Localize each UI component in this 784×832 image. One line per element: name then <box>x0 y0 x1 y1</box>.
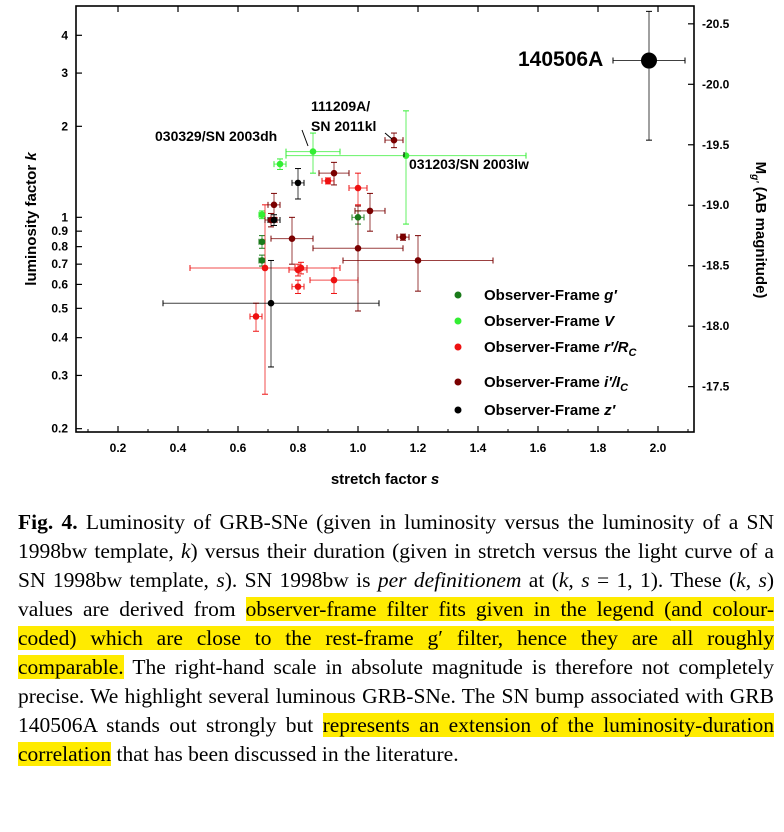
data-point <box>366 207 374 215</box>
annotation-111209a: 111209A/ <box>311 98 370 114</box>
data-point <box>354 184 362 192</box>
data-point <box>399 233 407 241</box>
x-tick-label: 0.2 <box>110 441 127 455</box>
legend-label: Observer-Frame z′ <box>484 402 617 419</box>
point-140506a <box>641 52 657 69</box>
data-point <box>294 179 302 187</box>
data-point <box>258 257 266 264</box>
annotation-031203: 031203/SN 2003lw <box>409 156 529 172</box>
data-point <box>414 257 422 264</box>
y2-tick-label: -18.0 <box>702 319 730 333</box>
data-point <box>354 214 362 221</box>
legend: Observer-Frame g′ Observer-Frame V Observe… <box>454 287 638 419</box>
legend-label: Observer-Frame V <box>484 313 616 330</box>
y-tick-label: 0.3 <box>51 368 68 382</box>
data-point <box>288 235 296 242</box>
y-tick-label: 0.9 <box>51 224 68 238</box>
x-tick-label: 1.0 <box>350 441 367 455</box>
data-point <box>270 216 278 224</box>
caption-text: ) versus their duration (given in stretc… <box>18 539 774 592</box>
legend-label: Observer-Frame i′/IC <box>484 374 629 394</box>
caption-fig-label: Fig. 4. <box>18 510 78 534</box>
caption-text: that has been discussed in the literatur… <box>111 742 459 766</box>
y2-tick-label: -17.5 <box>702 380 730 394</box>
caption-text: , <box>568 568 582 592</box>
caption-text: ). SN 1998bw is <box>224 568 378 592</box>
data-point <box>258 211 266 219</box>
x-tick-label: 1.2 <box>410 441 427 455</box>
y-tick-label: 1 <box>61 210 68 224</box>
data-point <box>270 201 278 209</box>
data-point <box>261 264 269 272</box>
plot-frame <box>75 5 695 433</box>
legend-marker <box>454 291 462 299</box>
y-tick-label: 0.4 <box>51 331 68 345</box>
caption-italic: per definitionem <box>377 568 522 592</box>
data-point <box>330 169 338 177</box>
annotation-140506a: 140506A <box>518 48 603 71</box>
caption-s: s <box>216 568 225 592</box>
y2-tick-label: -18.5 <box>702 259 730 273</box>
x-tick-label: 1.8 <box>590 441 607 455</box>
data-point <box>324 177 332 185</box>
leader-030329 <box>301 129 309 147</box>
x-axis-label: stretch factor s <box>331 471 439 488</box>
y-tick-label: 0.6 <box>51 277 68 291</box>
data-point <box>297 264 305 272</box>
y-tick-label: 0.5 <box>51 301 68 315</box>
y-tick-label: 2 <box>61 119 68 133</box>
caption-s: s <box>581 568 590 592</box>
y2-tick-label: -19.0 <box>702 198 730 212</box>
data-point <box>294 283 302 290</box>
y-tick-label: 0.2 <box>51 422 68 436</box>
leader-111209a <box>384 132 393 140</box>
legend-label: Observer-Frame g′ <box>484 287 618 304</box>
legend-label: Observer-Frame r′/RC <box>484 339 638 359</box>
scatter-plot: 0.2 0.4 0.6 0.8 1.0 1.2 1.4 1.6 1.8 2.0 0.2 0.3 0.4 0… <box>23 5 769 488</box>
caption-text: , <box>745 568 759 592</box>
x-tick-label: 0.8 <box>290 441 307 455</box>
y-tick-label: 4 <box>61 28 68 42</box>
x-tick-label: 2.0 <box>650 441 667 455</box>
y2-axis-label: Mg' (AB magnitude) <box>749 162 769 299</box>
data-point <box>330 276 338 284</box>
y-axis-label: luminosity factor k <box>23 152 40 286</box>
x-tick-label: 0.4 <box>170 441 187 455</box>
x-tick-label: 1.6 <box>530 441 547 455</box>
annotation-030329: 030329/SN 2003dh <box>155 128 277 144</box>
caption-text: at ( <box>521 568 559 592</box>
caption-s: s <box>758 568 767 592</box>
legend-marker <box>454 343 462 351</box>
data-point <box>390 136 398 144</box>
caption-k: k <box>736 568 746 592</box>
caption-k: k <box>558 568 569 592</box>
legend-marker <box>454 317 462 325</box>
figure-caption: Fig. 4. Luminosity of GRB-SNe (given in … <box>18 508 774 769</box>
caption-text: The right-hand scale in absolute magnitu… <box>18 655 774 737</box>
annotation-sn2011kl: SN 2011kl <box>311 118 376 134</box>
legend-marker <box>454 378 462 386</box>
data-point <box>258 238 266 246</box>
data-point <box>252 313 260 320</box>
y-tick-label: 3 <box>61 66 68 80</box>
data-point <box>354 244 362 252</box>
caption-text: = 1, 1). These ( <box>589 568 737 592</box>
y2-tick-label: -20.5 <box>702 17 730 31</box>
caption-k: k <box>180 539 191 563</box>
x-tick-label: 1.4 <box>470 441 487 455</box>
caption-text: ) values are derived from <box>18 568 774 621</box>
data-point <box>267 299 275 307</box>
caption-text: Luminosity of GRB-SNe (given in luminosi… <box>18 510 775 563</box>
legend-marker <box>454 406 462 414</box>
y-tick-label: 0.8 <box>51 240 68 254</box>
data-point <box>276 160 284 168</box>
y2-tick-label: -19.5 <box>702 138 730 152</box>
y2-tick-label: -20.0 <box>702 77 730 91</box>
y-tick-label: 0.7 <box>51 257 68 271</box>
data-point <box>309 148 317 155</box>
x-tick-label: 0.6 <box>230 441 247 455</box>
